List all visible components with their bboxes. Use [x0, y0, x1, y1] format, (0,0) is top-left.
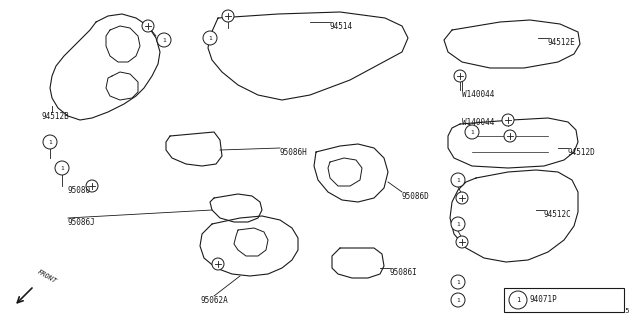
Text: 94512D: 94512D — [568, 148, 596, 157]
Text: 94512E: 94512E — [548, 38, 576, 47]
Circle shape — [203, 31, 217, 45]
Text: 1: 1 — [208, 36, 212, 41]
Text: 95062A: 95062A — [200, 296, 228, 305]
Circle shape — [451, 173, 465, 187]
Text: 1: 1 — [162, 37, 166, 43]
Text: 95086D: 95086D — [402, 192, 429, 201]
Text: 95086H: 95086H — [280, 148, 308, 157]
Text: A943001095: A943001095 — [588, 308, 630, 314]
FancyBboxPatch shape — [504, 288, 624, 312]
Circle shape — [504, 130, 516, 142]
Text: 1: 1 — [60, 165, 64, 171]
Text: 94512C: 94512C — [544, 210, 572, 219]
Text: 1: 1 — [48, 140, 52, 145]
Text: 94514: 94514 — [330, 22, 353, 31]
Text: FRONT: FRONT — [36, 268, 58, 284]
Circle shape — [157, 33, 171, 47]
Text: 1: 1 — [456, 178, 460, 182]
Text: 1: 1 — [470, 130, 474, 134]
Text: 94071P: 94071P — [530, 295, 557, 305]
Circle shape — [465, 125, 479, 139]
Text: 95080: 95080 — [68, 186, 91, 195]
Circle shape — [212, 258, 224, 270]
Text: W140044: W140044 — [462, 90, 494, 99]
Text: 1: 1 — [456, 298, 460, 302]
Circle shape — [222, 10, 234, 22]
Text: 1: 1 — [456, 221, 460, 227]
Text: 95086I: 95086I — [390, 268, 418, 277]
Text: 94512B: 94512B — [42, 112, 70, 121]
Circle shape — [451, 293, 465, 307]
Text: 1: 1 — [456, 279, 460, 284]
Circle shape — [456, 192, 468, 204]
Circle shape — [142, 20, 154, 32]
Text: 95086J: 95086J — [68, 218, 96, 227]
Circle shape — [86, 180, 98, 192]
Circle shape — [451, 275, 465, 289]
Circle shape — [451, 217, 465, 231]
Circle shape — [456, 236, 468, 248]
Circle shape — [502, 114, 514, 126]
Text: 1: 1 — [516, 297, 520, 303]
Circle shape — [454, 70, 466, 82]
Circle shape — [509, 291, 527, 309]
Circle shape — [55, 161, 69, 175]
Text: W140044: W140044 — [462, 118, 494, 127]
Circle shape — [43, 135, 57, 149]
